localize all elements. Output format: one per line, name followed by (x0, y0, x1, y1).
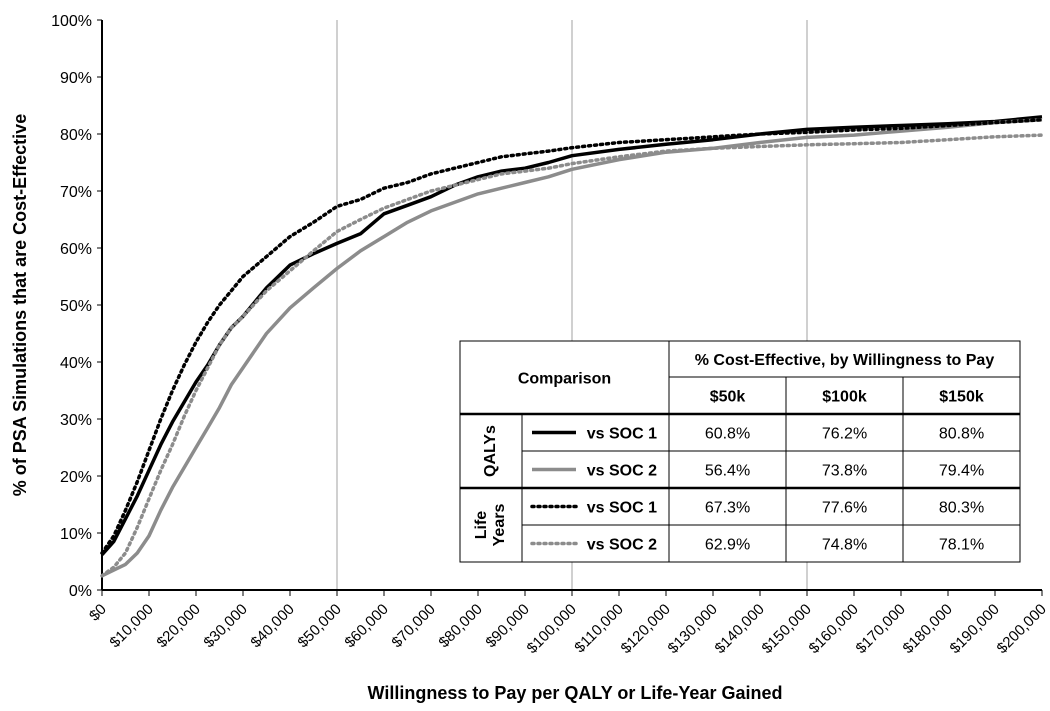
table-value-cell: 77.6% (822, 500, 867, 517)
x-tick-label: $0 (86, 601, 110, 625)
y-tick-label: 90% (60, 70, 92, 87)
y-tick-label: 20% (60, 469, 92, 486)
table-value-cell: 79.4% (939, 463, 984, 480)
x-tick-label: $30,000 (200, 601, 250, 651)
x-tick-label: $10,000 (106, 601, 156, 651)
series-line-ly_soc1 (100, 118, 1044, 555)
x-tick-label: $160,000 (806, 601, 862, 657)
x-tick-label: $40,000 (247, 601, 297, 651)
table-col-header: $50k (710, 389, 746, 406)
summary-table: Comparison % Cost-Effective, by Willingne… (459, 340, 1021, 563)
table-value-cell: 74.8% (822, 537, 867, 554)
table-col-header: $100k (822, 389, 867, 406)
y-tick-label: 70% (60, 184, 92, 201)
table-value-cell: 60.8% (705, 426, 750, 443)
table-comparison-header: Comparison (518, 371, 611, 388)
x-tick-label: $20,000 (153, 601, 203, 651)
x-tick-label: $130,000 (665, 601, 721, 657)
legend-label: vs SOC 2 (587, 463, 657, 480)
series-layer (100, 115, 1044, 578)
table-value-cell: 78.1% (939, 537, 984, 554)
y-tick-label: 50% (60, 298, 92, 315)
y-tick-label: 10% (60, 526, 92, 543)
legend-label: vs SOC 2 (587, 537, 657, 554)
x-axis-title: Willingness to Pay per QALY or Life-Year… (368, 683, 783, 703)
table-value-cell: 67.3% (705, 500, 750, 517)
table-value-cell: 56.4% (705, 463, 750, 480)
y-tick-label: 60% (60, 241, 92, 258)
table-col-header: $150k (939, 389, 984, 406)
y-tick-label: 0% (69, 583, 92, 600)
table-value-cell: 80.8% (939, 426, 984, 443)
x-tick-label: $170,000 (853, 601, 909, 657)
x-tick-label: $150,000 (759, 601, 815, 657)
table-group-label-qalys: QALYs (482, 425, 499, 477)
x-tick-label: $180,000 (900, 601, 956, 657)
x-tick-label: $140,000 (712, 601, 768, 657)
x-tick-label: $60,000 (341, 601, 391, 651)
series-line-qaly_soc1 (100, 115, 1043, 556)
y-tick-label: 30% (60, 412, 92, 429)
table-value-cell: 73.8% (822, 463, 867, 480)
series-line-ly_soc2 (100, 133, 1044, 578)
y-tick-label: 80% (60, 127, 92, 144)
y-tick-label: 100% (51, 13, 92, 30)
x-tick-label: $190,000 (947, 601, 1003, 657)
x-tick-label: $70,000 (388, 601, 438, 651)
table-group-header: % Cost-Effective, by Willingness to Pay (695, 352, 995, 369)
table-group-label-years: Years (491, 504, 508, 547)
x-tick-label: $110,000 (571, 601, 626, 656)
x-tick-label: $80,000 (435, 601, 485, 651)
table-value-cell: 76.2% (822, 426, 867, 443)
y-tick-label: 40% (60, 355, 92, 372)
series-line-qaly_soc2 (101, 118, 1043, 578)
table-value-cell: 80.3% (939, 500, 984, 517)
y-axis-title: % of PSA Simulations that are Cost-Effec… (10, 114, 30, 496)
table-group-label-life: Life (473, 511, 490, 540)
x-tick-label: $120,000 (618, 601, 674, 657)
x-tick-label: $100,000 (524, 601, 580, 657)
legend-label: vs SOC 1 (587, 426, 657, 443)
x-tick-label: $200,000 (994, 601, 1050, 657)
legend-label: vs SOC 1 (587, 500, 657, 517)
x-tick-label: $50,000 (294, 601, 344, 651)
table-value-cell: 62.9% (705, 537, 750, 554)
